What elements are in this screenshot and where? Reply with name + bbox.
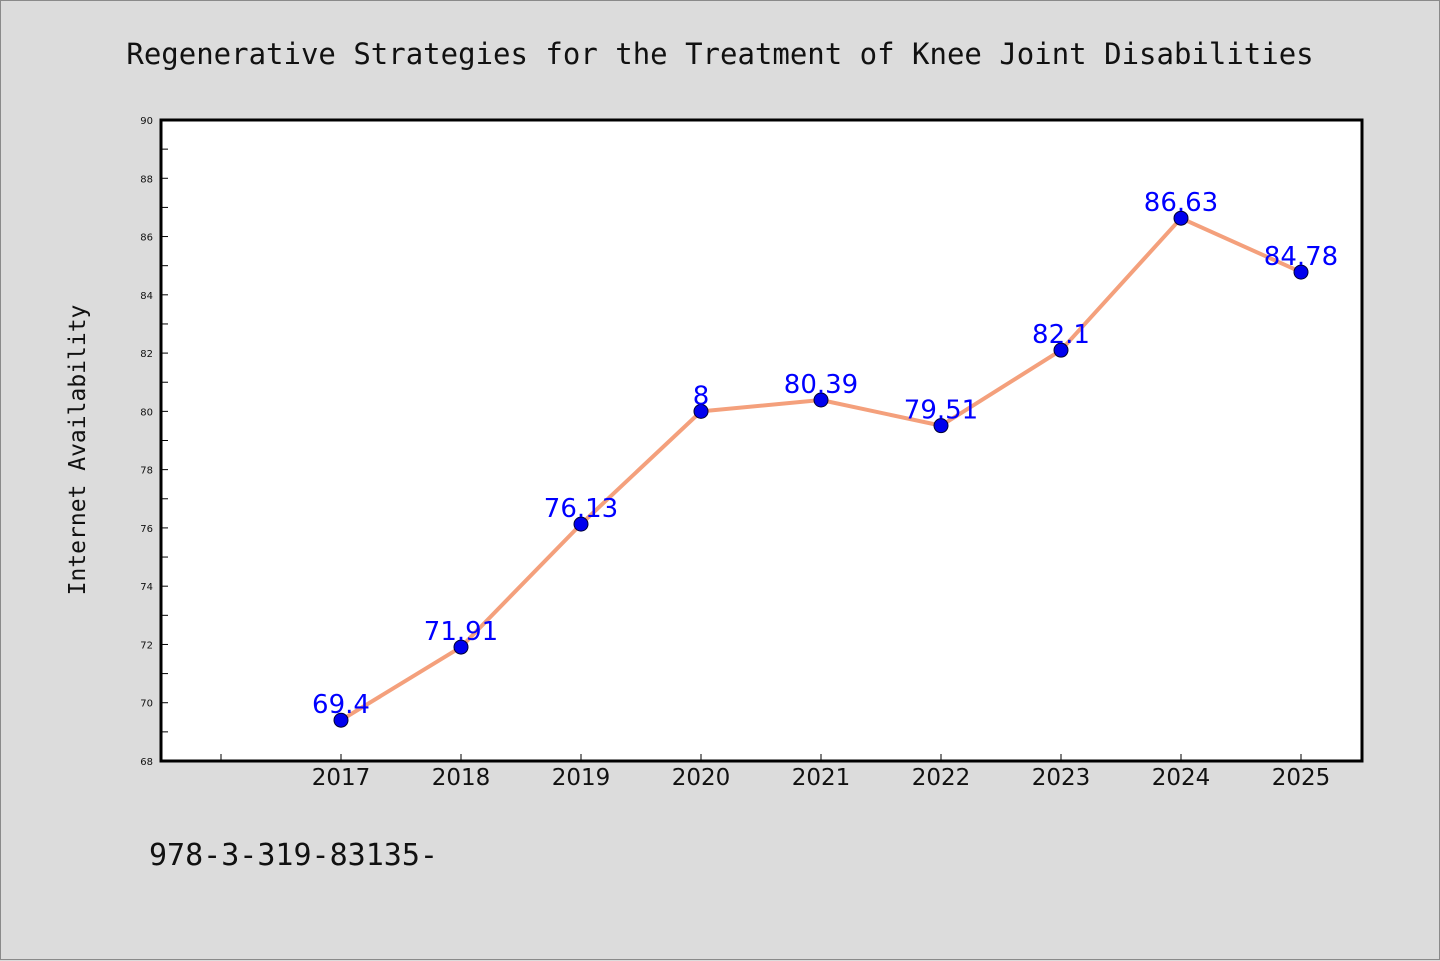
data-point-marker: [333, 712, 349, 728]
data-label: 8: [693, 381, 710, 411]
y-tick-label: 70: [140, 699, 153, 710]
data-label: 86.63: [1144, 188, 1218, 218]
x-tick-label: 2021: [792, 765, 851, 791]
y-tick-label: 76: [140, 524, 153, 535]
data-label: 80.39: [784, 370, 858, 400]
x-tick-label: 2025: [1272, 765, 1331, 791]
chart-title: Regenerative Strategies for the Treatmen…: [126, 37, 1313, 71]
y-tick-label: 82: [140, 349, 153, 360]
footer-isbn: 978-3-319-83135-: [149, 838, 438, 873]
series-layer: 69.4 71.91 76.13 8 80.39 79.51 82.1 86.63 84.78: [312, 188, 1338, 728]
data-label: 84.78: [1264, 242, 1338, 272]
y-axis-label: Internet Availability: [65, 305, 91, 596]
data-point-marker: [693, 403, 709, 419]
plot-frame: [159, 118, 1364, 763]
plot-area: [161, 120, 1362, 761]
y-tick-label: 74: [140, 582, 153, 593]
data-point-marker: [933, 418, 949, 434]
data-label: 76.13: [544, 494, 618, 524]
data-label: 69.4: [312, 690, 370, 720]
x-tick-label: 2024: [1152, 765, 1211, 791]
y-tick-label: 78: [140, 466, 153, 477]
y-tick-label: 90: [140, 116, 153, 127]
x-tick-label: 2019: [552, 765, 611, 791]
data-point-marker: [573, 516, 589, 532]
data-point-marker: [1173, 210, 1189, 226]
data-point-marker: [1053, 342, 1069, 358]
y-tick-label: 68: [140, 757, 153, 768]
x-tick-label: 2023: [1032, 765, 1091, 791]
x-axis-ticks: 2017 2018 2019 2020 2021 2022 2023 2024 2025: [220, 754, 1331, 791]
x-tick-label: 2018: [432, 765, 491, 791]
y-tick-label: 84: [140, 291, 153, 302]
x-tick-label: 2022: [912, 765, 971, 791]
data-point-marker: [813, 392, 829, 408]
data-point-marker: [1293, 264, 1309, 280]
data-label: 82.1: [1032, 320, 1090, 350]
y-tick-label: 80: [140, 407, 153, 418]
x-tick-label: 2020: [672, 765, 731, 791]
y-tick-label: 88: [140, 174, 153, 185]
data-label: 79.51: [904, 396, 978, 426]
y-tick-label: 72: [140, 640, 153, 651]
y-tick-label: 86: [140, 233, 153, 244]
data-point-marker: [453, 639, 469, 655]
data-label: 71.91: [424, 617, 498, 647]
x-tick-label: 2017: [312, 765, 371, 791]
